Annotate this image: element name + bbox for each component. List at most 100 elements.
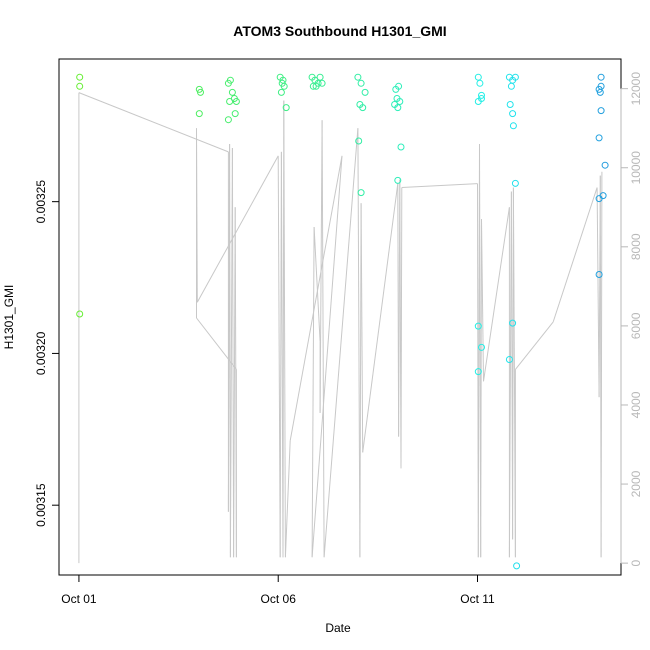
y-axis-label: H1301_GMI [2,285,16,350]
altitude-line-segment [284,440,291,558]
x-tick-label: Oct 06 [261,592,297,606]
data-point [359,104,367,112]
data-point [226,76,234,84]
data-point [597,73,605,81]
y-tick-label: 0.00325 [34,180,48,224]
altitude-line-segment [78,92,229,153]
y2-tick-label: 4000 [629,391,643,418]
x-tick-label: Oct 01 [61,592,97,606]
data-point [361,88,369,96]
altitude-line-segment [313,226,321,342]
data-point [595,271,603,278]
altitude-line-segment [231,147,235,558]
y2-tick-label: 0 [629,559,643,566]
altitude-line-segment [515,321,554,370]
y2-tick-label: 6000 [629,312,643,339]
altitude-line-segment [196,128,198,303]
data-point [396,98,404,105]
data-point [232,98,240,105]
altitude-line-segment [552,187,598,323]
altitude-line-segment [360,203,364,453]
altitude-line-segment [481,219,484,382]
data-point [224,116,232,124]
altitude-line-segment [480,219,482,558]
data-point [282,104,290,112]
altitude-line-segment [229,147,233,558]
data-point [509,122,517,130]
data-point [478,91,485,99]
altitude-line-segment [319,120,323,413]
data-point [478,343,485,351]
data-point [505,356,513,363]
data-point [76,310,84,318]
data-point [595,134,603,142]
y2-tick-label: 10000 [629,151,643,185]
data-point [474,73,482,81]
altitude-line-segment [596,187,600,398]
altitude-line-segment [196,317,237,370]
y2-tick-label: 2000 [629,470,643,497]
y2-tick-label: 8000 [629,233,643,260]
altitude-line-segment [196,155,279,303]
data-point [195,110,203,118]
altitude-line-segment [483,207,510,382]
data-point [357,79,365,87]
data-point [394,176,402,184]
data-point [76,73,84,81]
altitude-line-segment [323,128,359,558]
data-point [511,179,519,187]
data-point [318,79,326,87]
plot-frame [58,58,622,576]
altitude-line-segment [508,191,512,558]
altitude-line-segment [359,203,362,558]
data-point [599,192,607,200]
chart-title: ATOM3 Southbound H1301_GMI [233,23,446,39]
plot-area [76,73,609,570]
data-point [509,319,517,327]
y-tick-label: 0.00315 [34,483,48,527]
data-point [474,368,482,376]
data-point [197,88,204,96]
altitude-line-segment [400,187,403,469]
data-point [478,95,485,102]
axes: Oct 01 Oct 06 Oct 11 0.00315 0.00320 0.00325 0… [34,72,643,606]
altitude-line-segment [362,183,399,453]
data-point [226,98,234,105]
altitude-line-segment [321,120,325,558]
data-point [596,88,604,96]
data-point [279,76,287,84]
altitude-line-segment [311,226,315,558]
data-point [309,82,317,90]
altitude-line-segment [283,100,286,558]
x-axis-label: Date [325,621,351,635]
data-point [277,88,285,96]
data-point [474,322,482,330]
data-point [312,82,320,90]
altitude-line-segment [600,171,603,558]
data-point [476,79,484,87]
altitude-line-segment [277,155,281,558]
altitude-line-segment [357,128,361,558]
data-point [506,101,514,108]
data-point [316,73,324,81]
altitude-line-segment [401,183,478,188]
data-point [507,82,515,90]
altitude-line-segment [311,155,343,558]
data-point [509,110,517,118]
data-point [511,73,519,81]
x-tick-label: Oct 11 [460,592,495,606]
data-point [394,104,402,112]
data-point [601,161,609,169]
data-point [397,143,405,151]
data-point [231,110,239,118]
altitude-line-segment [289,155,343,441]
y-tick-label: 0.00320 [34,331,48,375]
data-point [355,137,363,145]
data-point [354,73,362,81]
y2-tick-label: 12000 [629,72,643,106]
data-point [513,562,521,570]
data-point [357,189,365,197]
data-point [395,82,403,90]
